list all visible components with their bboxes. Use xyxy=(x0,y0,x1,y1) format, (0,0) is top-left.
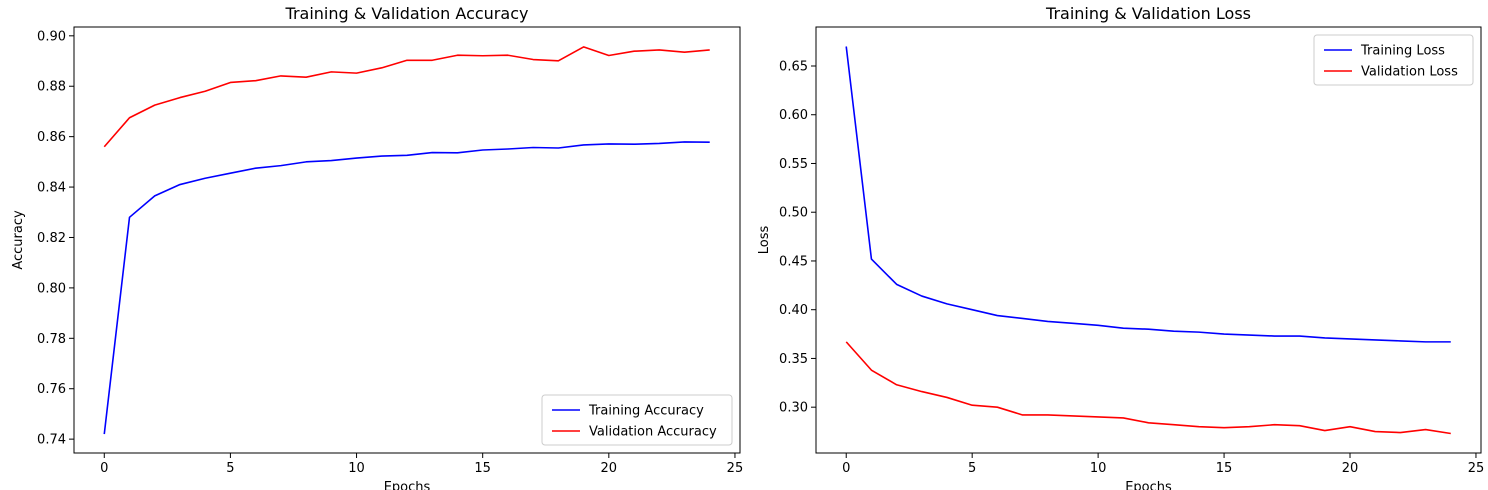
y-tick-label-loss: 0.45 xyxy=(779,254,808,269)
x-tick-label-accuracy: 0 xyxy=(100,461,108,476)
legend-box-accuracy xyxy=(541,394,733,446)
series-line-accuracy-validation xyxy=(103,46,710,148)
x-tick-label-accuracy: 25 xyxy=(727,461,744,476)
y-axis-label-accuracy: Accuracy xyxy=(11,210,26,270)
y-tick-label-accuracy: 0.86 xyxy=(37,130,66,145)
y-tick-label-accuracy: 0.74 xyxy=(37,433,66,448)
y-tick-label-loss: 0.65 xyxy=(779,59,808,74)
y-tick-label-loss: 0.35 xyxy=(779,352,808,367)
chart-accuracy: Training & Validation Accuracy 0 5 10 15 20 25… xyxy=(11,4,743,490)
x-tick-label-accuracy: 20 xyxy=(601,461,618,476)
chart-title-accuracy: Training & Validation Accuracy xyxy=(285,4,529,23)
series-line-accuracy-training xyxy=(103,141,710,435)
y-tick-label-loss: 0.40 xyxy=(779,303,808,318)
x-tick-label-loss: 5 xyxy=(968,461,976,476)
legend-label-accuracy-0: Training Accuracy xyxy=(588,404,704,419)
x-tick-label-loss: 0 xyxy=(842,461,850,476)
x-tick-label-loss: 10 xyxy=(1090,461,1107,476)
y-tick-label-accuracy: 0.90 xyxy=(37,29,66,44)
legend-accuracy: Training Accuracy Validation Accuracy xyxy=(541,394,733,446)
chart-title-loss: Training & Validation Loss xyxy=(1045,4,1251,23)
chart-loss: Training & Validation Loss 0 5 10 15 20 25 0.30… xyxy=(757,4,1484,490)
series-line-loss-validation xyxy=(845,341,1451,435)
plot-frame-loss xyxy=(815,26,1482,454)
y-tick-label-loss: 0.50 xyxy=(779,206,808,221)
y-tick-label-accuracy: 0.78 xyxy=(37,332,66,347)
y-tick-label-loss: 0.30 xyxy=(779,401,808,416)
legend-box-loss xyxy=(1313,34,1474,86)
x-tick-label-accuracy: 15 xyxy=(474,461,491,476)
y-tick-label-loss: 0.55 xyxy=(779,157,808,172)
x-tick-label-accuracy: 5 xyxy=(226,461,234,476)
series-line-loss-training xyxy=(845,46,1451,343)
y-tick-label-accuracy: 0.82 xyxy=(37,231,66,246)
x-axis-label-accuracy: Epochs xyxy=(384,480,431,490)
y-tick-label-accuracy: 0.76 xyxy=(37,382,66,397)
x-tick-label-loss: 25 xyxy=(1468,461,1485,476)
legend-loss: Training Loss Validation Loss xyxy=(1313,34,1474,86)
legend-label-accuracy-1: Validation Accuracy xyxy=(589,425,717,440)
legend-label-loss-0: Training Loss xyxy=(1360,44,1445,59)
y-tick-label-accuracy: 0.80 xyxy=(37,281,66,296)
legend-label-loss-1: Validation Loss xyxy=(1361,65,1458,80)
plot-frame-accuracy xyxy=(73,26,741,454)
y-tick-label-accuracy: 0.84 xyxy=(37,181,66,196)
x-axis-label-loss: Epochs xyxy=(1125,480,1172,490)
y-tick-label-accuracy: 0.88 xyxy=(37,80,66,95)
y-tick-label-loss: 0.60 xyxy=(779,108,808,123)
y-axis-label-loss: Loss xyxy=(757,226,772,255)
x-tick-label-accuracy: 10 xyxy=(348,461,365,476)
x-tick-label-loss: 15 xyxy=(1216,461,1233,476)
x-tick-label-loss: 20 xyxy=(1342,461,1359,476)
